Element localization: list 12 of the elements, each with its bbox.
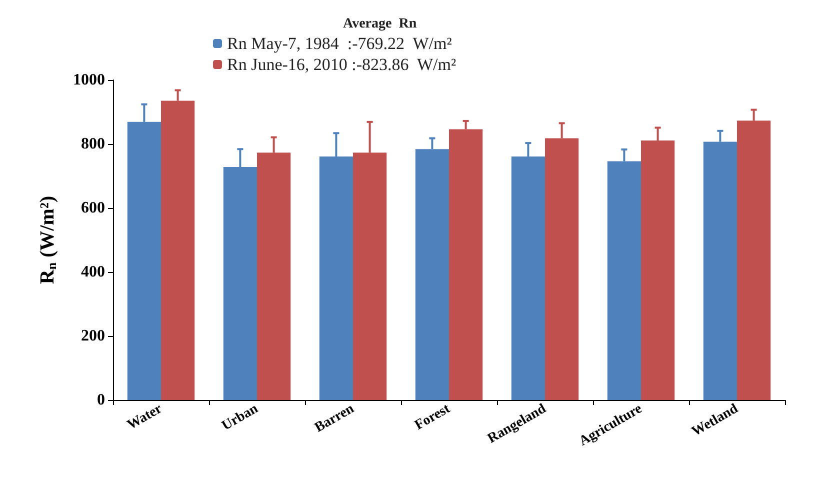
y-tick-label: 1000	[73, 72, 105, 88]
y-tick-label: 0	[97, 392, 105, 408]
y-axis-title: Rn (W/m²)	[36, 196, 59, 284]
legend-label: Rn May-7, 1984 :-769.22 W/m²	[227, 34, 452, 53]
legend-label: Rn June-16, 2010 :-823.86 W/m²	[227, 55, 456, 74]
y-tick-label: 800	[81, 136, 105, 152]
legend-title: Average Rn	[343, 16, 417, 32]
y-tick-label: 400	[81, 264, 105, 280]
x-tick-label: Water	[124, 402, 165, 434]
y-tick-label: 200	[81, 328, 105, 344]
y-tick-label: 600	[81, 200, 105, 216]
x-tick-label: Urban	[220, 401, 261, 434]
